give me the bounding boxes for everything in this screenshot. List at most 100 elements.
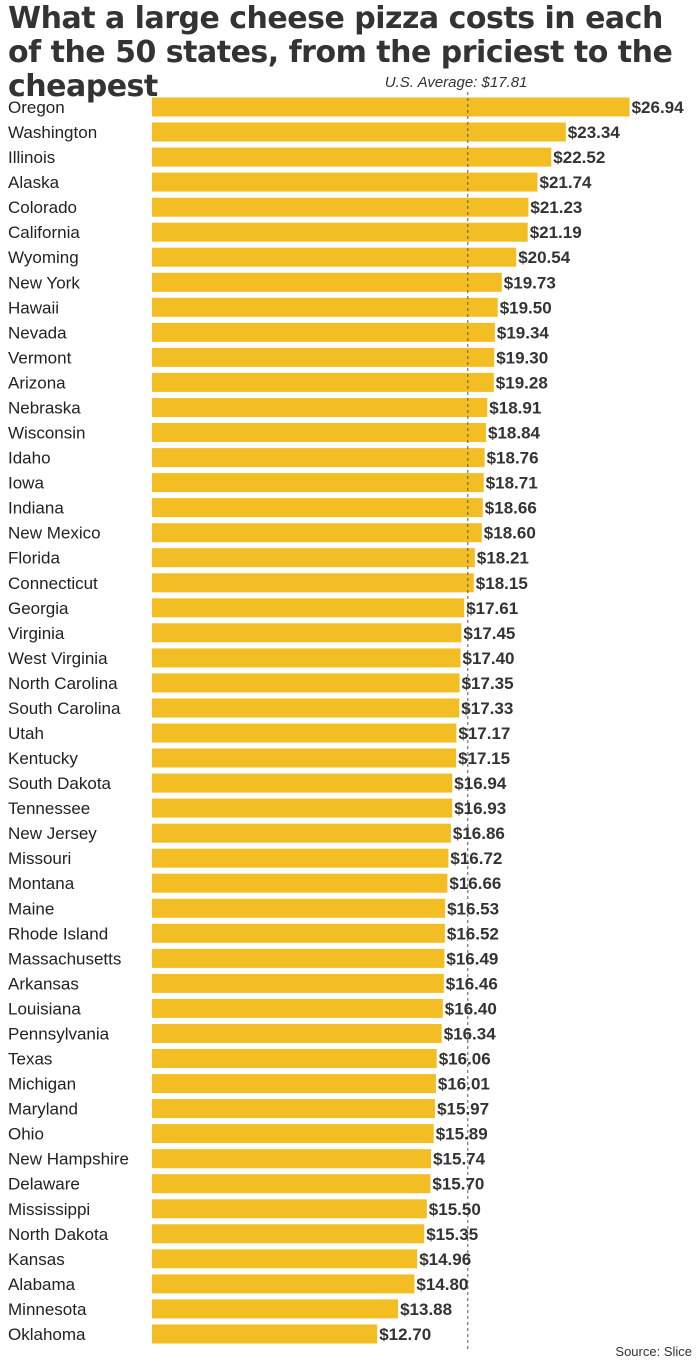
- state-label-arizona: Arizona: [8, 373, 66, 392]
- bar-new-jersey: [152, 823, 451, 843]
- value-label-louisiana: $16.40: [445, 999, 497, 1018]
- state-label-new-hampshire: New Hampshire: [8, 1150, 129, 1169]
- state-label-north-dakota: North Dakota: [8, 1225, 109, 1244]
- value-label-indiana: $18.66: [485, 499, 537, 518]
- state-label-connecticut: Connecticut: [8, 574, 98, 593]
- state-label-nebraska: Nebraska: [8, 399, 81, 418]
- value-label-california: $21.19: [530, 223, 582, 242]
- state-label-iowa: Iowa: [8, 474, 44, 493]
- value-label-michigan: $16.01: [438, 1075, 490, 1094]
- bar-iowa: [152, 473, 484, 493]
- state-label-indiana: Indiana: [8, 499, 64, 518]
- value-label-georgia: $17.61: [466, 599, 518, 618]
- state-label-arkansas: Arkansas: [8, 974, 79, 993]
- bar-west-virginia: [152, 648, 461, 668]
- state-label-oklahoma: Oklahoma: [8, 1325, 86, 1344]
- state-label-ohio: Ohio: [8, 1125, 44, 1144]
- value-label-oklahoma: $12.70: [379, 1325, 431, 1344]
- value-label-ohio: $15.89: [436, 1125, 488, 1144]
- state-label-alaska: Alaska: [8, 173, 60, 192]
- bar-south-dakota: [152, 773, 453, 793]
- bar-alabama: [152, 1274, 415, 1294]
- bar-idaho: [152, 448, 485, 468]
- bar-tennessee: [152, 798, 453, 818]
- bar-ohio: [152, 1124, 434, 1144]
- value-label-idaho: $18.76: [487, 449, 539, 468]
- value-label-utah: $17.17: [458, 724, 510, 743]
- state-label-wyoming: Wyoming: [8, 248, 79, 267]
- bar-louisiana: [152, 998, 443, 1018]
- value-label-south-dakota: $16.94: [454, 774, 507, 793]
- state-label-kansas: Kansas: [8, 1250, 65, 1269]
- source-label: Source: Slice: [615, 1344, 692, 1359]
- bar-kansas: [152, 1249, 418, 1269]
- bar-north-carolina: [152, 673, 460, 693]
- bar-nevada: [152, 322, 495, 342]
- value-label-maryland: $15.97: [437, 1100, 489, 1119]
- value-label-kentucky: $17.15: [458, 749, 510, 768]
- state-label-washington: Washington: [8, 123, 97, 142]
- state-label-new-mexico: New Mexico: [8, 524, 101, 543]
- state-label-michigan: Michigan: [8, 1075, 76, 1094]
- state-label-virginia: Virginia: [8, 624, 65, 643]
- value-label-arizona: $19.28: [496, 373, 548, 392]
- value-label-kansas: $14.96: [419, 1250, 471, 1269]
- value-label-connecticut: $18.15: [476, 574, 528, 593]
- state-label-idaho: Idaho: [8, 449, 51, 468]
- bar-hawaii: [152, 297, 498, 317]
- bar-vermont: [152, 347, 495, 367]
- state-label-hawaii: Hawaii: [8, 298, 59, 317]
- state-label-delaware: Delaware: [8, 1175, 80, 1194]
- bar-georgia: [152, 598, 465, 618]
- state-label-utah: Utah: [8, 724, 44, 743]
- value-label-arkansas: $16.46: [446, 974, 498, 993]
- state-label-north-carolina: North Carolina: [8, 674, 118, 693]
- value-label-florida: $18.21: [477, 549, 529, 568]
- state-label-nevada: Nevada: [8, 323, 67, 342]
- value-label-alabama: $14.80: [416, 1275, 468, 1294]
- state-label-new-york: New York: [8, 273, 80, 292]
- bar-new-mexico: [152, 523, 482, 543]
- value-label-illinois: $22.52: [553, 148, 605, 167]
- bar-colorado: [152, 197, 529, 217]
- state-label-georgia: Georgia: [8, 599, 69, 618]
- value-label-massachusetts: $16.49: [446, 949, 498, 968]
- bar-nebraska: [152, 398, 488, 417]
- bar-indiana: [152, 498, 483, 518]
- bar-missouri: [152, 848, 449, 868]
- value-label-alaska: $21.74: [540, 173, 593, 192]
- value-label-nebraska: $18.91: [489, 399, 541, 418]
- bar-arizona: [152, 372, 494, 392]
- value-label-oregon: $26.94: [632, 98, 685, 117]
- state-label-missouri: Missouri: [8, 849, 71, 868]
- state-label-louisiana: Louisiana: [8, 999, 81, 1018]
- bar-north-dakota: [152, 1224, 425, 1244]
- state-label-oregon: Oregon: [8, 98, 65, 117]
- value-label-new-mexico: $18.60: [484, 524, 536, 543]
- bar-utah: [152, 723, 457, 743]
- bar-connecticut: [152, 573, 474, 593]
- value-label-new-hampshire: $15.74: [433, 1150, 486, 1169]
- value-label-wyoming: $20.54: [518, 248, 571, 267]
- state-label-new-jersey: New Jersey: [8, 824, 97, 843]
- state-label-colorado: Colorado: [8, 198, 77, 217]
- value-label-washington: $23.34: [568, 123, 621, 142]
- bar-florida: [152, 548, 475, 568]
- value-label-north-dakota: $15.35: [426, 1225, 478, 1244]
- state-label-south-dakota: South Dakota: [8, 774, 112, 793]
- bar-washington: [152, 122, 566, 142]
- bar-texas: [152, 1049, 437, 1068]
- value-label-delaware: $15.70: [432, 1175, 484, 1194]
- value-label-pennsylvania: $16.34: [444, 1025, 497, 1044]
- state-label-massachusetts: Massachusetts: [8, 949, 121, 968]
- bar-maryland: [152, 1099, 436, 1119]
- state-label-tennessee: Tennessee: [8, 799, 90, 818]
- state-label-rhode-island: Rhode Island: [8, 924, 108, 943]
- chart-title: What a large cheese pizza costs in each …: [8, 1, 673, 104]
- bar-alaska: [152, 172, 538, 192]
- value-label-south-carolina: $17.33: [461, 699, 513, 718]
- state-label-maine: Maine: [8, 899, 54, 918]
- value-label-texas: $16.06: [439, 1050, 491, 1069]
- value-label-maine: $16.53: [447, 899, 499, 918]
